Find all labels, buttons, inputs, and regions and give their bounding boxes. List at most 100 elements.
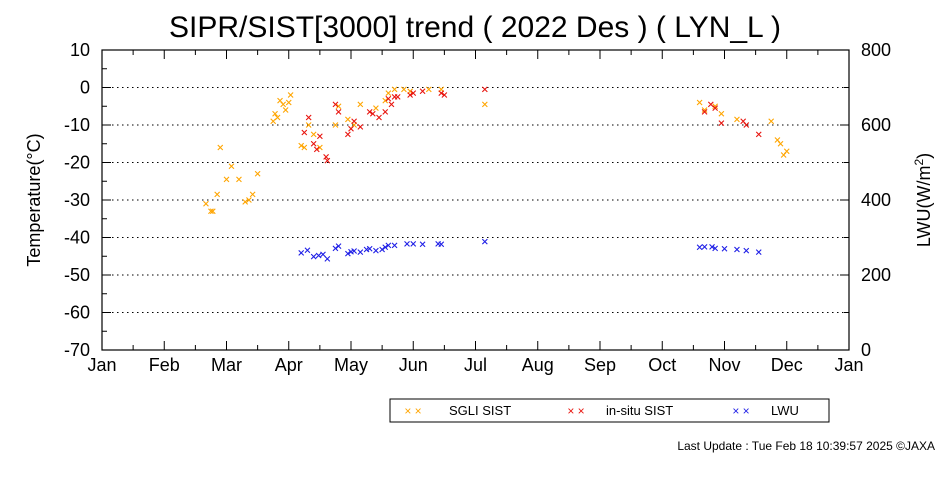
point-lwu [391,242,398,249]
point-in-situ-sist [388,101,395,108]
x-tick-label: Feb [149,355,180,375]
point-sgli-sist [332,122,339,128]
point-in-situ-sist [369,110,376,117]
point-in-situ-sist [743,122,750,128]
x-tick-label: Jul [464,355,487,375]
point-lwu [734,246,740,253]
point-sgli-sist [217,144,224,151]
y2-tick-label: 600 [861,115,891,135]
point-in-situ-sist [316,133,323,140]
y2-axis-label-main: LWU(W/m [914,166,934,248]
point-in-situ-sist [441,92,448,98]
point-lwu [404,240,410,247]
point-lwu [298,249,305,256]
point-sgli-sist [285,99,292,106]
legend-marker-insitu: × × [567,404,584,418]
point-lwu [712,245,719,252]
y2-tick-label: 800 [861,40,891,60]
x-tick-label: May [334,355,368,375]
x-tick-label: Dec [771,355,803,375]
point-lwu [438,241,445,248]
gridlines [102,87,849,313]
chart-title: SIPR/SIST[3000] trend ( 2022 Des ) ( LYN… [169,11,781,44]
point-lwu [709,243,715,250]
point-sgli-sist [228,163,235,170]
point-in-situ-sist [357,123,364,130]
point-in-situ-sist [313,146,320,153]
point-lwu [351,248,358,254]
point-sgli-sist [242,198,249,205]
point-sgli-sist [783,148,790,155]
y-tick-label: -40 [64,228,90,248]
point-lwu [310,253,317,260]
point-sgli-sist [344,116,351,123]
legend-box [389,398,830,423]
point-sgli-sist [734,116,740,123]
x-tick-label: Jan [87,355,116,375]
x-tick-label: Nov [708,355,740,375]
legend-marker-sgli: × × [404,404,421,418]
point-lwu [755,249,762,256]
y-tick-label: -60 [64,303,90,323]
point-sgli-sist [254,170,261,177]
point-sgli-sist [712,103,719,110]
point-sgli-sist [249,191,256,198]
point-sgli-sist [214,191,221,198]
point-lwu [696,244,703,251]
point-lwu [385,242,392,249]
point-sgli-sist [382,97,389,104]
legend-label-lwu: LWU [771,403,799,418]
point-in-situ-sist [438,90,445,97]
x-tick-label: Oct [648,355,676,375]
point-lwu [357,249,364,256]
point-sgli-sist [301,144,308,151]
point-in-situ-sist [407,92,414,98]
point-sgli-sist [385,90,392,97]
point-in-situ-sist [385,95,392,102]
point-sgli-sist [357,101,364,108]
point-lwu [332,245,339,252]
point-sgli-sist [223,176,230,183]
point-lwu [344,250,351,257]
point-sgli-sist [777,140,784,147]
point-lwu [721,245,728,252]
y-tick-label: -30 [64,190,90,210]
point-in-situ-sist [410,90,417,97]
y2-tick-label: 0 [861,340,871,360]
point-lwu [701,243,708,250]
data-points [203,86,790,262]
y-tick-label: -10 [64,115,90,135]
point-sgli-sist [696,99,703,106]
x-tick-label: Jun [399,355,428,375]
plot-area [101,49,850,351]
point-in-situ-sist [332,101,339,108]
y-tick-label: -70 [64,340,90,360]
point-lwu [481,238,488,245]
point-in-situ-sist [351,118,358,125]
point-sgli-sist [701,107,708,113]
y-tick-label: 10 [70,40,90,60]
point-sgli-sist [391,86,398,93]
point-in-situ-sist [712,105,719,112]
point-in-situ-sist [366,108,373,115]
legend-marker-lwu: × × [732,404,749,418]
point-sgli-sist [209,208,216,215]
point-lwu [410,240,417,247]
point-sgli-sist [425,86,432,93]
legend: × × SGLI SIST × × in-situ SIST × × LWU [389,398,830,423]
point-lwu [379,246,386,253]
y-axis-label: Temperature(°C) [24,133,44,266]
point-sgli-sist [274,114,281,121]
point-sgli-sist [282,107,289,113]
y2-axis-label: LWU(W/m2) [912,153,934,247]
point-sgli-sist [718,110,725,117]
point-in-situ-sist [382,108,389,115]
legend-label-insitu: in-situ SIST [606,403,673,418]
y2-tick-label: 200 [861,265,891,285]
point-sgli-sist [768,118,775,125]
point-sgli-sist [481,101,488,108]
point-in-situ-sist [344,131,351,138]
point-in-situ-sist [305,114,312,121]
x-tick-label: Jan [834,355,863,375]
